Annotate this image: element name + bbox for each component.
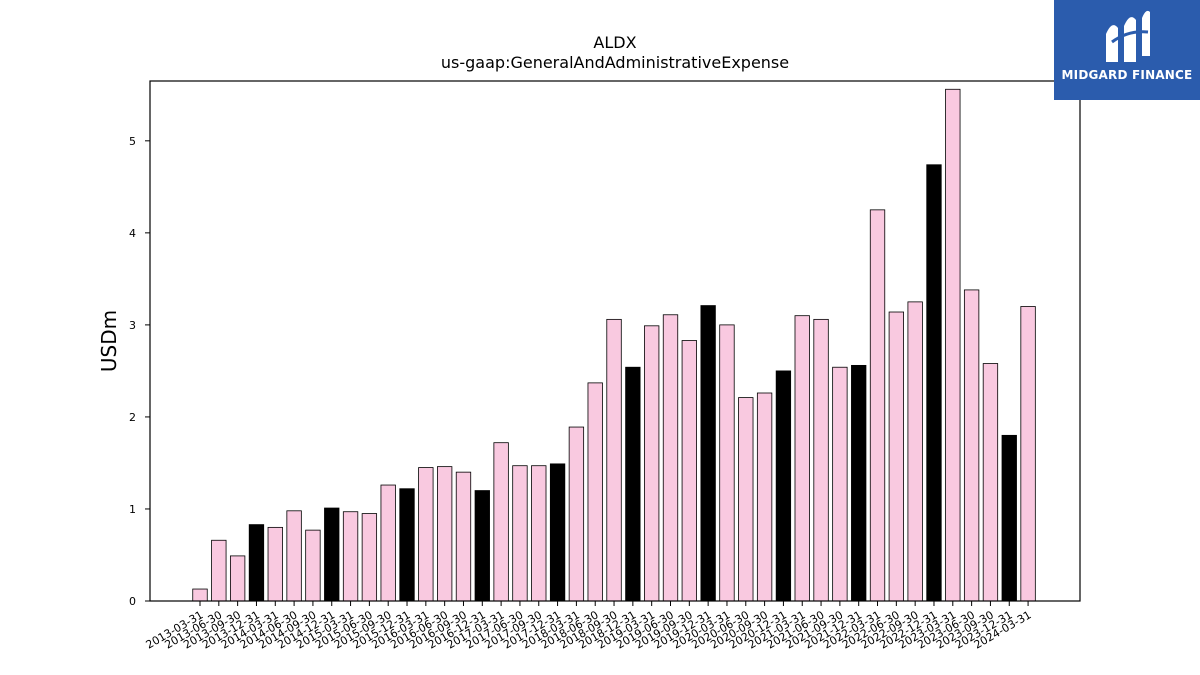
bar-2017-12-31 (549, 463, 566, 602)
bar-2021-03-31 (794, 315, 810, 602)
bar-2016-12-31 (474, 490, 490, 602)
bar-2021-12-31 (851, 364, 867, 602)
y-axis-label: USDm (97, 310, 121, 372)
y-tick-label: 4 (129, 227, 136, 240)
bar-2013-09-30 (229, 555, 246, 602)
bar-2015-06-30 (361, 513, 378, 602)
bar-2023-03-31 (945, 88, 961, 602)
bar-2017-06-30 (512, 465, 528, 602)
bar-2014-12-31 (324, 507, 340, 602)
bar-2017-03-31 (493, 442, 509, 602)
y-tick-label: 2 (129, 411, 136, 424)
bar-2020-12-31 (775, 370, 792, 602)
bar-2016-06-30 (437, 466, 453, 602)
bar-2022-03-31 (869, 209, 886, 602)
bar-2013-06-30 (211, 539, 227, 602)
bar-2018-06-30 (587, 382, 603, 602)
y-tick-label: 0 (129, 595, 136, 608)
bar-2022-06-30 (888, 311, 904, 602)
bar-2018-03-31 (568, 426, 585, 602)
bar-2013-03-31 (192, 588, 208, 602)
y-axis-ticks: 0 1 2 3 4 5 (129, 135, 150, 608)
y-tick-label: 1 (129, 503, 136, 516)
bar-2019-09-30 (681, 340, 697, 602)
bar-2018-12-31 (625, 366, 641, 602)
bar-2013-12-31 (248, 524, 265, 602)
x-axis-ticks: 2013-03-312013-06-302013-09-302013-12-31… (144, 601, 1034, 652)
bar-2016-03-31 (418, 467, 434, 602)
bar-2014-06-30 (286, 510, 302, 602)
bar-2021-06-30 (813, 318, 829, 602)
chart-subtitle: us-gaap:GeneralAndAdministrativeExpense (441, 53, 789, 72)
bars-group (192, 88, 1036, 602)
bar-2020-09-30 (756, 392, 773, 602)
bar-2018-09-30 (606, 318, 622, 602)
bar-2016-09-30 (455, 471, 472, 602)
bar-2023-06-30 (963, 289, 980, 602)
y-tick-label: 5 (129, 135, 136, 148)
bar-2014-09-30 (305, 529, 321, 602)
bar-2015-09-30 (380, 484, 396, 602)
logo: MIDGARD FINANCE (1054, 0, 1200, 100)
chart-title: ALDX (593, 33, 636, 52)
bar-2020-03-31 (719, 324, 735, 602)
bar-2015-12-31 (399, 488, 415, 602)
bar-2020-06-30 (738, 397, 754, 602)
bar-2019-03-31 (644, 325, 660, 602)
bar-2017-09-30 (531, 465, 547, 602)
midgard-logo-icon (1106, 10, 1150, 62)
bar-2019-06-30 (662, 314, 679, 602)
y-tick-label: 3 (129, 319, 136, 332)
bar-2022-12-31 (926, 164, 942, 602)
plot-frame (149, 80, 1081, 602)
bar-2023-12-31 (1001, 434, 1017, 602)
bar-2015-03-31 (342, 511, 359, 602)
bar-2024-03-31 (1020, 306, 1036, 602)
bar-2019-12-31 (700, 305, 716, 602)
bar-2022-09-30 (907, 301, 923, 602)
bar-2021-09-30 (832, 366, 848, 602)
bar-2023-09-30 (982, 363, 999, 602)
logo-text: MIDGARD FINANCE (1061, 68, 1193, 82)
bar-2014-03-31 (267, 526, 283, 602)
